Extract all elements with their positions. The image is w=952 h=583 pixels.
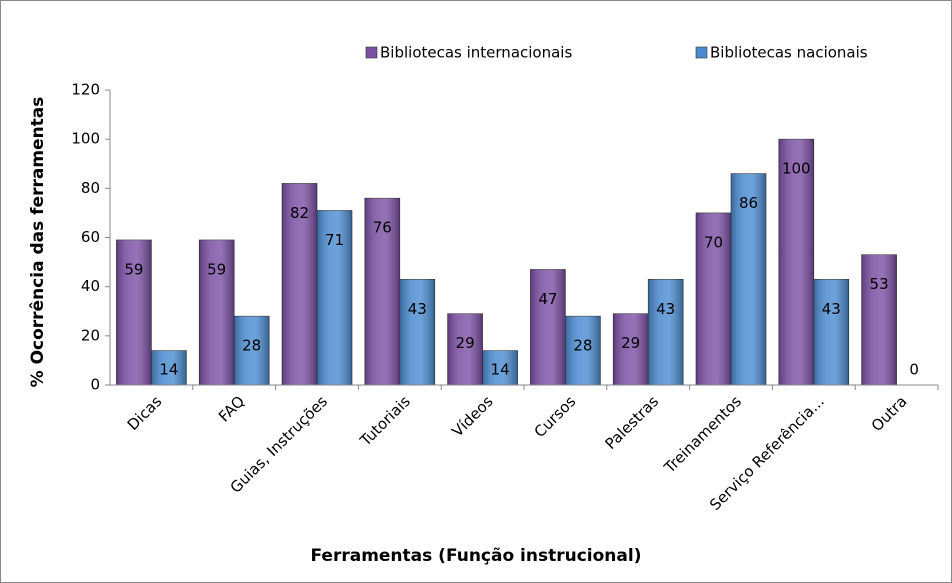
value-label: 47 [538, 290, 557, 308]
bar-shade [234, 316, 270, 385]
value-label: 14 [491, 361, 510, 379]
value-label: 29 [621, 334, 640, 352]
y-tick-label: 60 [81, 228, 100, 246]
value-label: 43 [408, 300, 427, 318]
bar-shade [482, 350, 518, 385]
value-label: 53 [870, 275, 889, 293]
y-tick-label: 120 [71, 81, 100, 99]
value-label: 71 [325, 231, 344, 249]
y-tick-label: 20 [81, 326, 100, 344]
value-label: 14 [159, 361, 178, 379]
bar-shade [813, 279, 849, 385]
value-label: 59 [207, 260, 226, 278]
bar-shade [731, 173, 766, 385]
value-label: 28 [242, 337, 261, 355]
value-label: 0 [909, 361, 919, 379]
value-label: 43 [822, 300, 841, 318]
y-tick-label: 0 [90, 376, 100, 394]
bar-shade [565, 316, 601, 385]
legend-label: Bibliotecas internacionais [380, 44, 572, 62]
legend-swatch [695, 46, 708, 59]
bar-shade [317, 210, 352, 385]
bar-shade [282, 183, 317, 385]
bar-shade [447, 313, 483, 385]
value-label: 86 [739, 194, 758, 212]
value-label: 29 [456, 334, 475, 352]
bar-shade [399, 279, 435, 385]
value-label: 76 [373, 219, 392, 237]
bar-shade [116, 239, 152, 385]
bar-shade [613, 313, 649, 385]
value-label: 70 [704, 233, 723, 251]
bar-shade [696, 212, 731, 385]
y-tick-label: 40 [81, 277, 100, 295]
legend-label: Bibliotecas nacionais [710, 44, 868, 62]
y-tick-label: 100 [71, 130, 100, 148]
legend-swatch [365, 46, 378, 59]
bar-shade [364, 198, 400, 385]
bar-shade [861, 254, 897, 385]
x-axis-title: Ferramentas (Função instrucional) [311, 546, 642, 566]
value-label: 28 [573, 337, 592, 355]
bar-shade [648, 279, 684, 385]
value-label: 100 [782, 160, 811, 178]
bar-shade [778, 139, 814, 385]
y-axis-title: % Ocorrência das ferramentas [28, 97, 48, 388]
bar-shade [199, 239, 235, 385]
bar-shade [530, 269, 566, 385]
y-tick-label: 80 [81, 179, 100, 197]
bar-shade [151, 350, 187, 385]
value-label: 43 [656, 300, 675, 318]
value-label: 82 [290, 204, 309, 222]
value-label: 59 [124, 260, 143, 278]
